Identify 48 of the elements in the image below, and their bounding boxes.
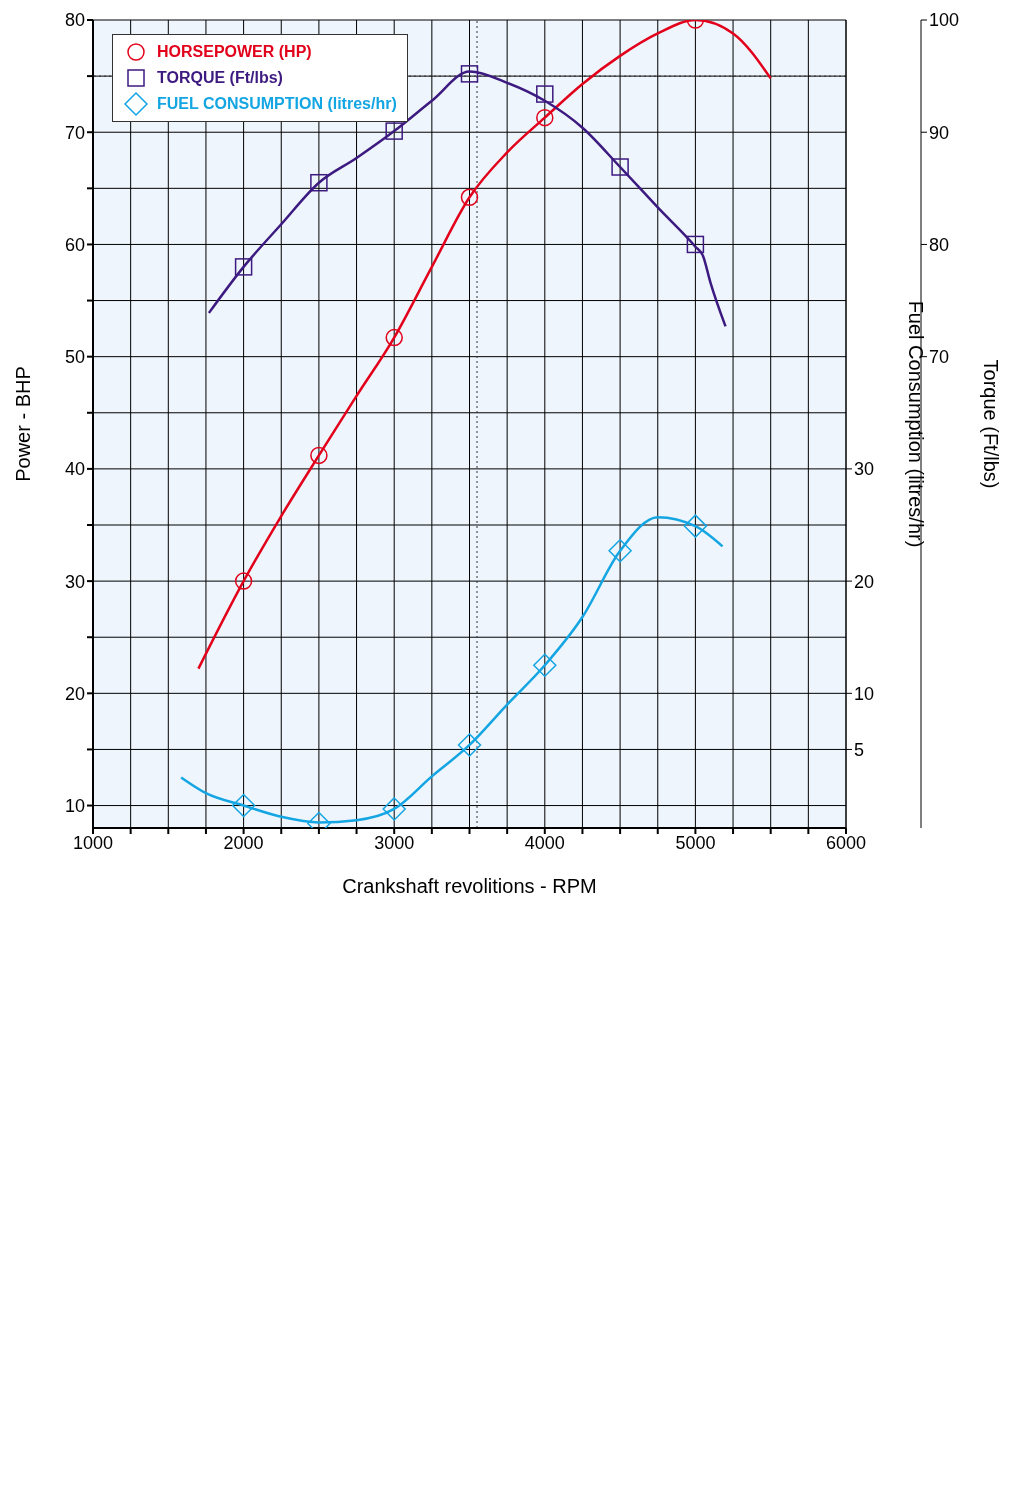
x-tick-label: 2000 (223, 832, 264, 853)
y2-tick-label: 100 (929, 10, 960, 31)
x-tick-label: 1000 (72, 832, 114, 853)
y-tick-label: 60 (64, 234, 85, 255)
y2-axis-title: Torque (Ft/lbs) (979, 359, 1002, 489)
y-tick-label: 80 (64, 10, 85, 31)
point (536, 108, 554, 127)
point (231, 793, 256, 818)
point (460, 188, 479, 207)
y-tick-label: 70 (64, 122, 85, 143)
point (234, 258, 253, 276)
x-tick-label: 4000 (524, 832, 565, 853)
y3-axis-title: Fuel Consumption (litres/hr) (904, 300, 927, 548)
y2-tick-label: 80 (929, 234, 950, 255)
y-tick-label: 10 (64, 795, 85, 816)
x-tick-label: 6000 (825, 832, 867, 853)
legend-label: TORQUE (Ft/lbs) (157, 68, 283, 88)
point (683, 514, 708, 538)
point (533, 653, 557, 678)
y-axis-title: Power - BHP (12, 366, 35, 482)
x-axis-title: Crankshaft revolitions - RPM (342, 875, 597, 897)
x-tick-label: 5000 (675, 832, 716, 853)
y3-tick-label: 30 (854, 459, 875, 480)
point (457, 733, 482, 757)
point (385, 328, 403, 347)
y-tick-label: 40 (64, 459, 85, 480)
y-tick-label: 30 (64, 571, 85, 592)
x-tick-label: 3000 (374, 832, 415, 853)
y3-tick-label: 5 (854, 739, 865, 760)
point (608, 539, 632, 563)
legend-label: HORSEPOWER (HP) (157, 42, 312, 62)
y-tick-label: 50 (64, 347, 85, 368)
point (460, 65, 479, 83)
y3-tick-label: 10 (854, 683, 875, 704)
point (536, 85, 554, 103)
point (611, 158, 629, 176)
point (310, 173, 328, 192)
point (382, 797, 406, 821)
point (234, 572, 253, 590)
point (686, 235, 705, 254)
point (310, 446, 328, 465)
point (385, 122, 403, 140)
y-tick-label: 20 (64, 683, 85, 704)
y3-tick-label: 20 (854, 571, 875, 592)
y2-tick-label: 70 (929, 347, 950, 368)
y2-tick-label: 90 (929, 122, 950, 143)
legend-label: FUEL CONSUMPTION (litres/hr) (157, 94, 397, 114)
line-series (179, 515, 724, 824)
